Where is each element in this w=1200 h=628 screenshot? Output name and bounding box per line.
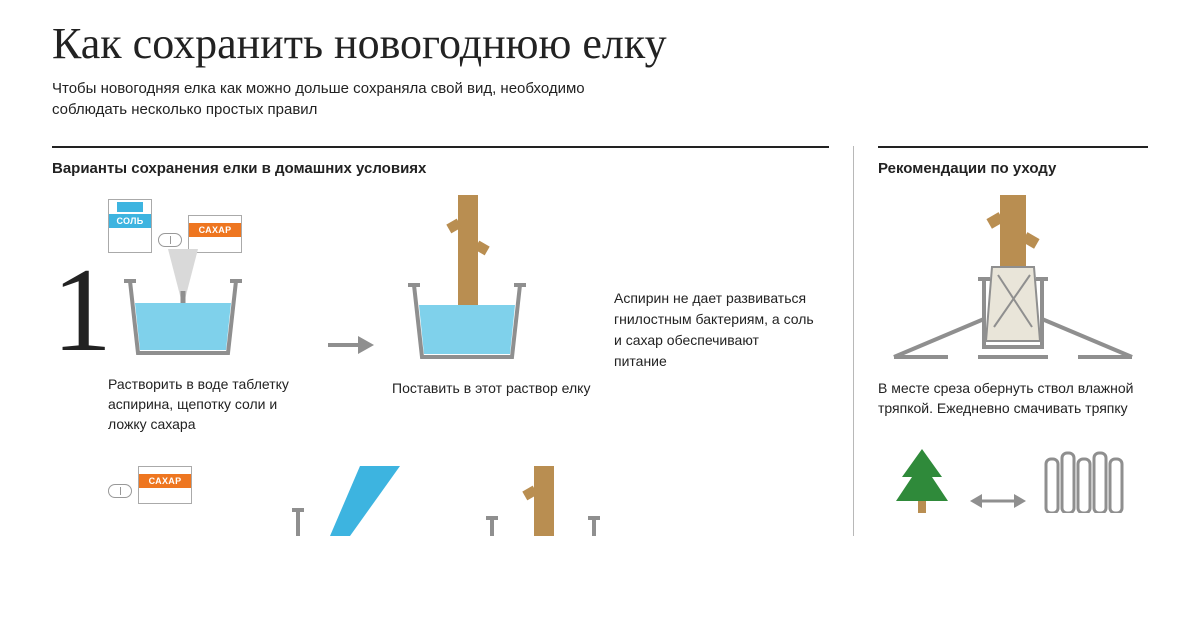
sugar-label-2: САХАР: [139, 474, 191, 488]
bucket-dissolve-icon: [108, 249, 258, 361]
step-2-place-tree: Поставить в этот раствор елку: [392, 195, 592, 399]
right-caption-1: В месте среза обернуть ствол влажной тря…: [878, 379, 1148, 418]
vertical-divider: [853, 146, 854, 536]
page-subtitle: Чтобы новогодняя елка как можно дольше с…: [52, 78, 652, 120]
sugar-label: САХАР: [189, 223, 241, 237]
aspirin-icon: [158, 233, 182, 247]
step-1-dissolve: СОЛЬ САХАР: [108, 195, 318, 434]
left-column: Варианты сохранения елки в домашних усло…: [52, 146, 829, 536]
salt-label: СОЛЬ: [109, 214, 151, 228]
pine-tree-icon: [892, 449, 952, 513]
method-2-row-partial: САХАР: [52, 466, 829, 536]
tree-stand-wrap-icon: [888, 195, 1138, 365]
right-row-2-partial: [892, 449, 1134, 513]
sugar-box-icon: САХАР: [188, 215, 242, 253]
sugar-box-icon-2: САХАР: [138, 466, 192, 504]
ingredients-row: СОЛЬ САХАР: [108, 195, 242, 253]
left-heading: Варианты сохранения елки в домашних усло…: [52, 160, 829, 177]
arrow-right-icon: [326, 330, 376, 360]
step-2-caption: Поставить в этот раствор елку: [392, 379, 590, 399]
bucket-tree-icon-2: [478, 466, 608, 536]
salt-box-icon: СОЛЬ: [108, 199, 152, 253]
double-arrow-icon: [970, 489, 1026, 513]
page-title: Как сохранить новогоднюю елку: [52, 20, 1148, 68]
step-number-1: 1: [52, 259, 104, 361]
bucket-tree-icon: [392, 195, 542, 365]
aspirin-icon-2: [108, 484, 132, 498]
method-1-description: Аспирин не дает развиваться гнилостным б…: [614, 288, 814, 372]
right-column: Рекомендации по уходу: [878, 146, 1148, 536]
right-heading: Рекомендации по уходу: [878, 160, 1148, 177]
step-1-caption: Растворить в воде таблетку аспирина, щеп…: [108, 375, 318, 434]
method-1-row: 1 СОЛЬ САХАР: [52, 195, 829, 434]
water-pour-icon: [290, 466, 400, 536]
radiator-icon: [1044, 449, 1134, 513]
